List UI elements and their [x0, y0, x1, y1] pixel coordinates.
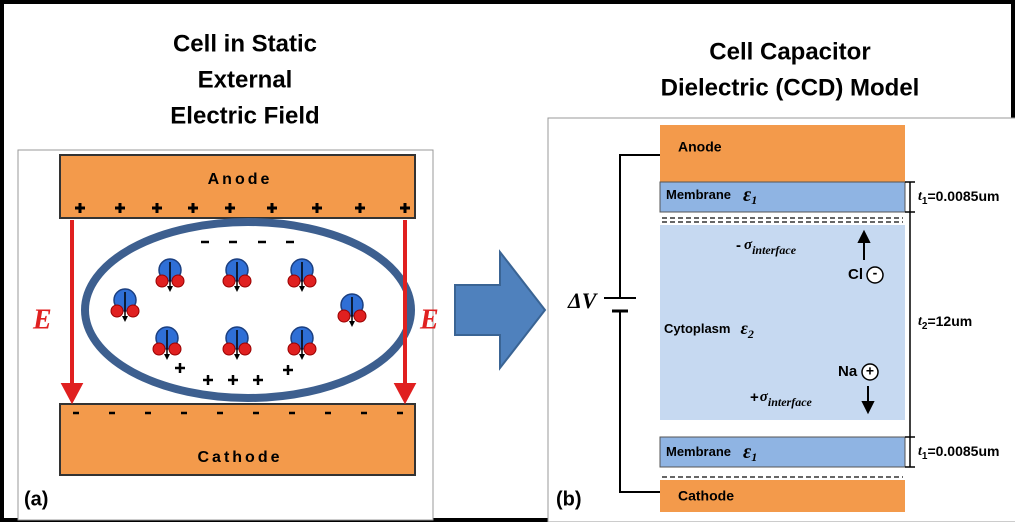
- molecule: [111, 289, 139, 322]
- molecule-atom: [127, 305, 139, 317]
- molecule-atom: [223, 343, 235, 355]
- left-title-line: External: [198, 66, 293, 93]
- molecule-atom: [169, 343, 181, 355]
- ion-charge: +: [866, 363, 874, 379]
- molecule-atom: [338, 310, 350, 322]
- voltage-label: ΔV: [567, 288, 599, 313]
- right-title-line: Dielectric (CCD) Model: [661, 74, 920, 101]
- molecule-atom: [304, 275, 316, 287]
- molecule: [288, 327, 316, 360]
- field-label: E: [32, 304, 52, 335]
- molecule-atom: [239, 343, 251, 355]
- molecule-atom: [239, 275, 251, 287]
- molecule-atom: [288, 343, 300, 355]
- molecule-atom: [172, 275, 184, 287]
- molecule-atom: [304, 343, 316, 355]
- field-label: E: [419, 304, 439, 335]
- molecule-atom: [156, 275, 168, 287]
- molecule: [153, 327, 181, 360]
- panel-label: (a): [24, 488, 48, 510]
- molecule-atom: [354, 310, 366, 322]
- cathode-label: Cathode: [198, 449, 283, 466]
- molecule: [223, 327, 251, 360]
- molecule: [288, 259, 316, 292]
- figure: Cell in Static External Electric Field A…: [0, 0, 1015, 522]
- molecule-atom: [288, 275, 300, 287]
- molecule: [223, 259, 251, 292]
- cathode-label: Cathode: [678, 488, 734, 504]
- ion-label: Cl: [848, 266, 863, 283]
- right-title-line: Cell Capacitor: [709, 38, 870, 65]
- left-title-line: Electric Field: [170, 102, 319, 129]
- molecule: [338, 294, 366, 327]
- panel-label: (b): [556, 488, 582, 510]
- ion-label: Na: [838, 363, 858, 380]
- molecule-atom: [153, 343, 165, 355]
- molecule-atom: [111, 305, 123, 317]
- anode-label: Anode: [208, 171, 273, 188]
- left-title-line: Cell in Static: [173, 30, 317, 57]
- ion-charge: -: [873, 265, 878, 281]
- anode-label: Anode: [678, 139, 722, 155]
- molecule: [156, 259, 184, 292]
- molecule-atom: [223, 275, 235, 287]
